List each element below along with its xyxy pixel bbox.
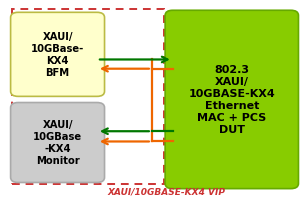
FancyBboxPatch shape (165, 11, 298, 189)
Text: XAUI/
10GBase-
KX4
BFM: XAUI/ 10GBase- KX4 BFM (31, 32, 84, 78)
Text: XAUI/
10GBase
-KX4
Monitor: XAUI/ 10GBase -KX4 Monitor (33, 120, 82, 166)
FancyBboxPatch shape (11, 13, 105, 97)
Text: 802.3
XAUI/
10GBASE-KX4
Ethernet
MAC + PCS
DUT: 802.3 XAUI/ 10GBASE-KX4 Ethernet MAC + P… (188, 65, 275, 135)
Text: XAUI/10GBASE-KX4 VIP: XAUI/10GBASE-KX4 VIP (108, 187, 226, 196)
FancyBboxPatch shape (11, 103, 105, 183)
